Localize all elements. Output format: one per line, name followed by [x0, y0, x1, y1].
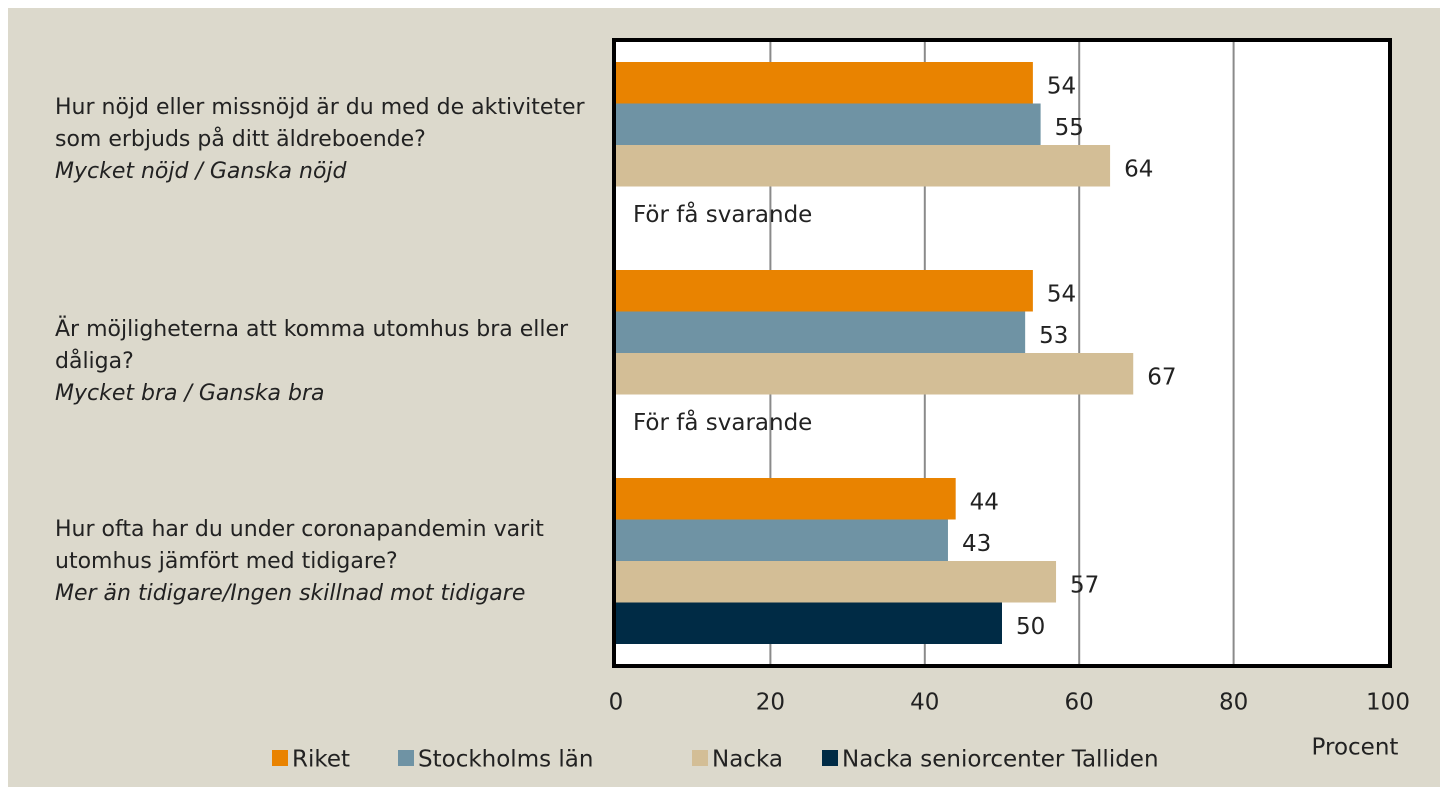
bar	[616, 353, 1134, 395]
legend-label: Stockholms län	[418, 747, 593, 773]
value-label: 50	[1016, 614, 1045, 640]
value-label: 54	[1047, 281, 1076, 307]
bar	[616, 103, 1041, 145]
bar	[616, 602, 1002, 644]
answer-subtitle: Mer än tidigare/Ingen skillnad mot tidig…	[55, 581, 526, 606]
bar	[616, 478, 956, 520]
x-tick-label: 40	[910, 690, 939, 716]
x-tick-label: 0	[609, 690, 624, 716]
legend-swatch	[272, 750, 288, 766]
x-tick-label: 60	[1065, 690, 1094, 716]
plot-border	[612, 38, 1392, 668]
legend-label: Nacka seniorcenter Talliden	[842, 747, 1159, 773]
question: Hur nöjd eller missnöjd är du med de akt…	[55, 95, 585, 152]
no-data-label: För få svarande	[633, 200, 812, 228]
answer-subtitle: Mycket nöjd / Ganska nöjd	[55, 159, 347, 184]
value-label: 64	[1124, 156, 1153, 182]
question: Är möjligheterna att komma utomhus bra e…	[55, 317, 569, 374]
category-label: Hur ofta har du under coronapandemin var…	[55, 514, 600, 610]
bar	[616, 62, 1033, 104]
bar	[616, 519, 948, 561]
value-label: 44	[970, 489, 999, 515]
value-label: 53	[1039, 323, 1068, 349]
bar	[616, 145, 1111, 187]
legend-label: Riket	[292, 747, 350, 773]
answer-subtitle: Mycket bra / Ganska bra	[55, 381, 325, 406]
value-label: 43	[962, 531, 991, 557]
bar	[616, 270, 1033, 312]
question: Hur ofta har du under coronapandemin var…	[55, 517, 544, 574]
value-label: 54	[1047, 73, 1076, 99]
x-tick-label: 80	[1219, 690, 1248, 716]
legend-label: Nacka	[712, 747, 783, 773]
value-label: 67	[1147, 364, 1176, 390]
category-label: Är möjligheterna att komma utomhus bra e…	[55, 314, 600, 410]
x-tick-label: 100	[1366, 690, 1410, 716]
value-label: 55	[1055, 115, 1084, 141]
category-label: Hur nöjd eller missnöjd är du med de akt…	[55, 92, 600, 188]
no-data-label: För få svarande	[633, 408, 812, 436]
legend-swatch	[398, 750, 414, 766]
legend-swatch	[822, 750, 838, 766]
bar	[616, 561, 1057, 603]
bar	[616, 311, 1026, 353]
x-tick-label: 20	[756, 690, 785, 716]
legend-swatch	[692, 750, 708, 766]
x-axis-label: Procent	[1312, 735, 1399, 761]
value-label: 57	[1070, 572, 1099, 598]
